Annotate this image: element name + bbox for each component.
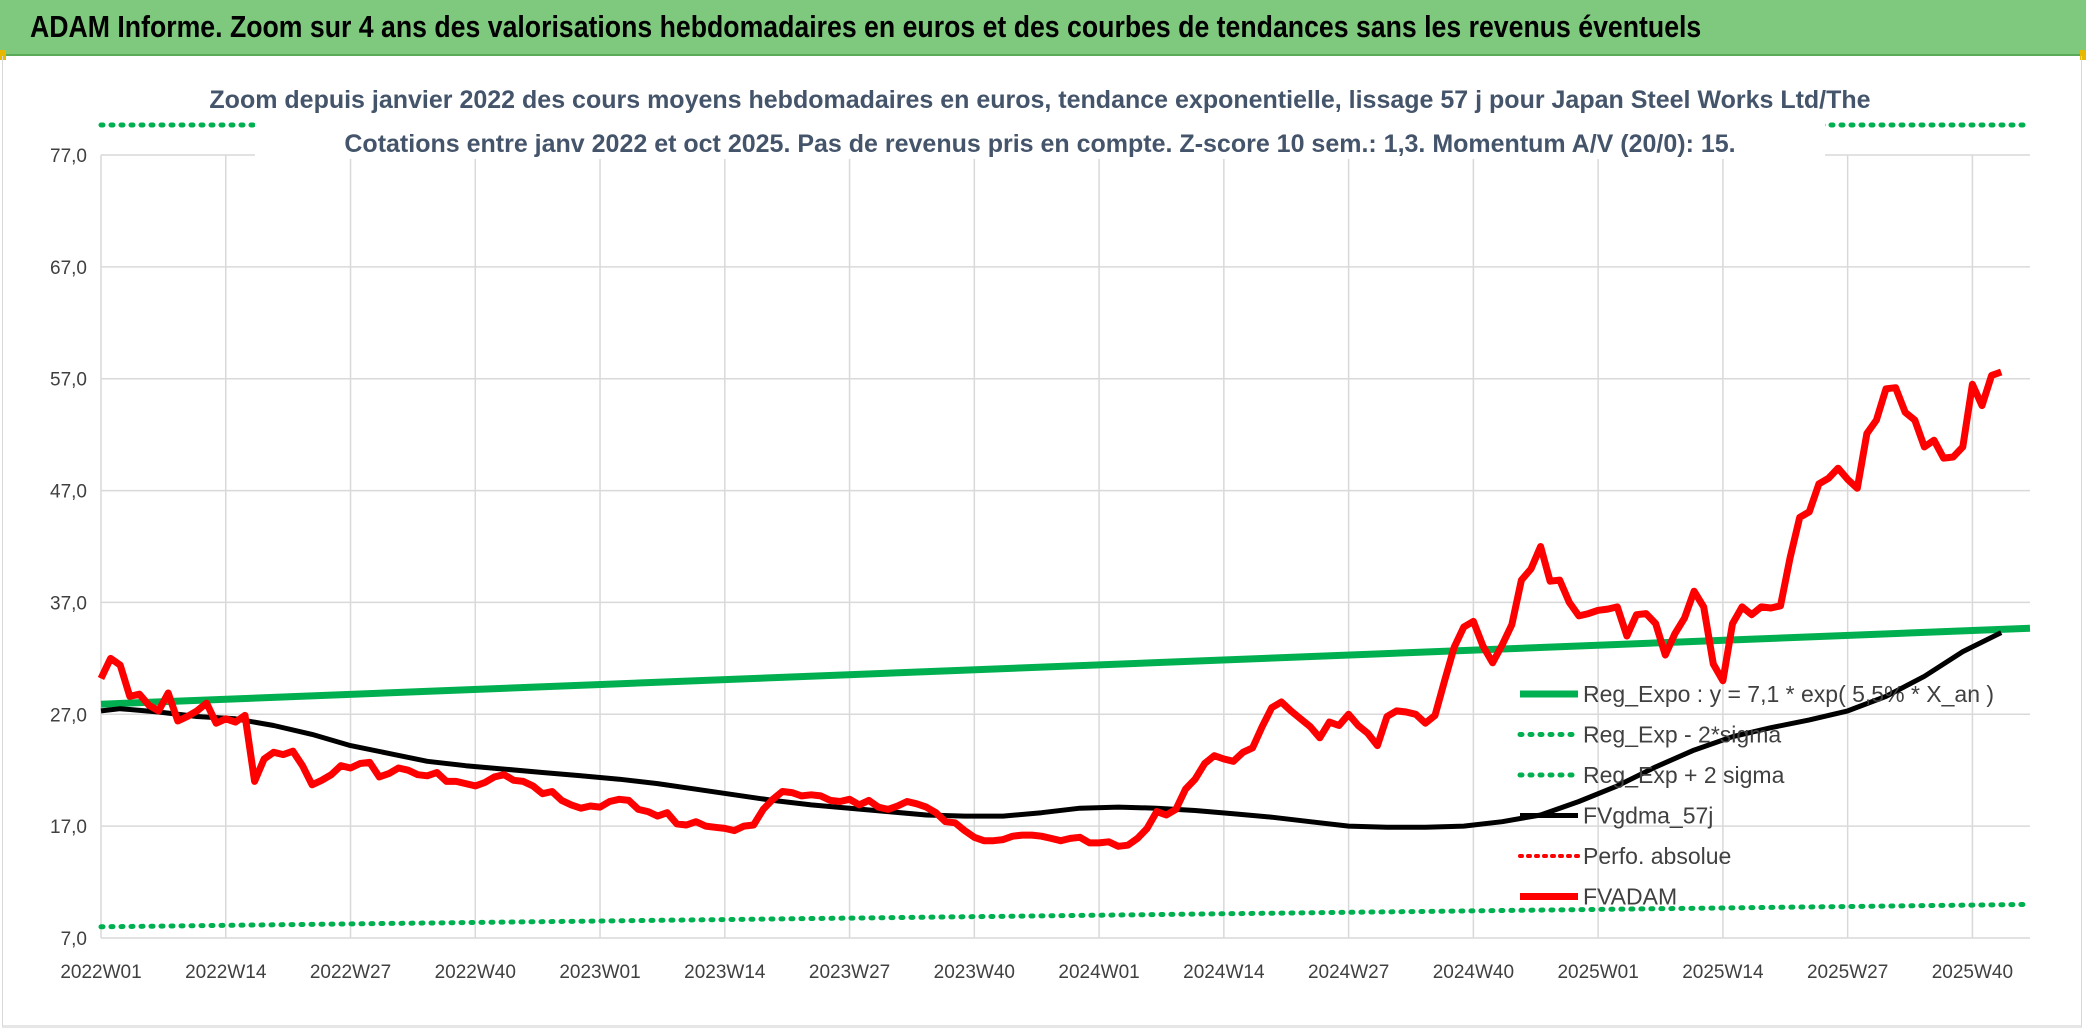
x-tick-label: 2024W14 bbox=[1183, 962, 1265, 983]
chart-subtitle: Cotations entre janv 2022 et oct 2025. P… bbox=[344, 130, 1735, 158]
x-tick-label: 2023W14 bbox=[684, 962, 766, 983]
y-tick-label: 27,0 bbox=[50, 705, 87, 726]
legend-label: Reg_Exp + 2 sigma bbox=[1583, 762, 1785, 788]
x-tick-label: 2022W27 bbox=[310, 962, 391, 983]
x-tick-label: 2023W01 bbox=[559, 962, 640, 983]
x-tick-label: 2023W40 bbox=[934, 962, 1015, 983]
grid bbox=[100, 154, 2030, 939]
series-layer bbox=[97, 122, 2033, 930]
title-box bbox=[255, 79, 1825, 159]
legend-label: FVgdma_57j bbox=[1583, 803, 1713, 829]
y-tick-label: 37,0 bbox=[50, 593, 87, 614]
y-tick-label: 57,0 bbox=[50, 370, 87, 391]
x-tick-label: 2022W14 bbox=[185, 962, 267, 983]
banner-corner-right bbox=[2080, 50, 2086, 60]
x-tick-label: 2023W27 bbox=[809, 962, 890, 983]
y-tick-label: 77,0 bbox=[50, 146, 87, 167]
series-line-1 bbox=[98, 901, 2033, 930]
legend: Reg_Expo : y = 7,1 * exp( 5,5% * X_an ) R… bbox=[1517, 681, 1994, 910]
y-tick-label: 67,0 bbox=[50, 258, 87, 279]
x-tick-label: 2025W27 bbox=[1807, 962, 1888, 983]
report-title: ADAM Informe. Zoom sur 4 ans des valoris… bbox=[30, 9, 1702, 44]
x-tick-label: 2025W01 bbox=[1557, 962, 1638, 983]
x-axis: 2022W01 2022W14 2022W27 2022W40 2023W01 2023W… bbox=[60, 962, 2013, 983]
y-tick-label: 17,0 bbox=[50, 817, 87, 838]
banner-corner-left bbox=[0, 50, 6, 60]
x-tick-label: 2025W14 bbox=[1682, 962, 1764, 983]
x-tick-label: 2024W27 bbox=[1308, 962, 1389, 983]
series-line-5 bbox=[97, 368, 2003, 850]
y-axis: 77,0 67,0 57,0 47,0 37,0 27,0 17,0 7,0 bbox=[50, 146, 87, 950]
x-tick-label: 2025W40 bbox=[1932, 962, 2013, 983]
legend-label: Reg_Expo : y = 7,1 * exp( 5,5% * X_an ) bbox=[1583, 681, 1994, 707]
x-tick-label: 2024W40 bbox=[1433, 962, 1514, 983]
x-tick-label: 2022W40 bbox=[435, 962, 516, 983]
y-tick-label: 47,0 bbox=[50, 482, 87, 503]
report-banner: ADAM Informe. Zoom sur 4 ans des valoris… bbox=[0, 0, 2086, 56]
legend-label: Perfo. absolue bbox=[1583, 843, 1731, 869]
series-line-3 bbox=[100, 630, 2003, 830]
y-tick-label: 7,0 bbox=[61, 929, 87, 950]
chart-frame bbox=[2, 56, 2082, 1028]
legend-label: FVADAM bbox=[1583, 884, 1677, 910]
chart-title: Zoom depuis janvier 2022 des cours moyen… bbox=[209, 86, 1870, 114]
legend-label: Reg_Exp - 2*sigma bbox=[1583, 722, 1781, 748]
x-tick-label: 2022W01 bbox=[60, 962, 141, 983]
x-tick-label: 2024W01 bbox=[1058, 962, 1139, 983]
